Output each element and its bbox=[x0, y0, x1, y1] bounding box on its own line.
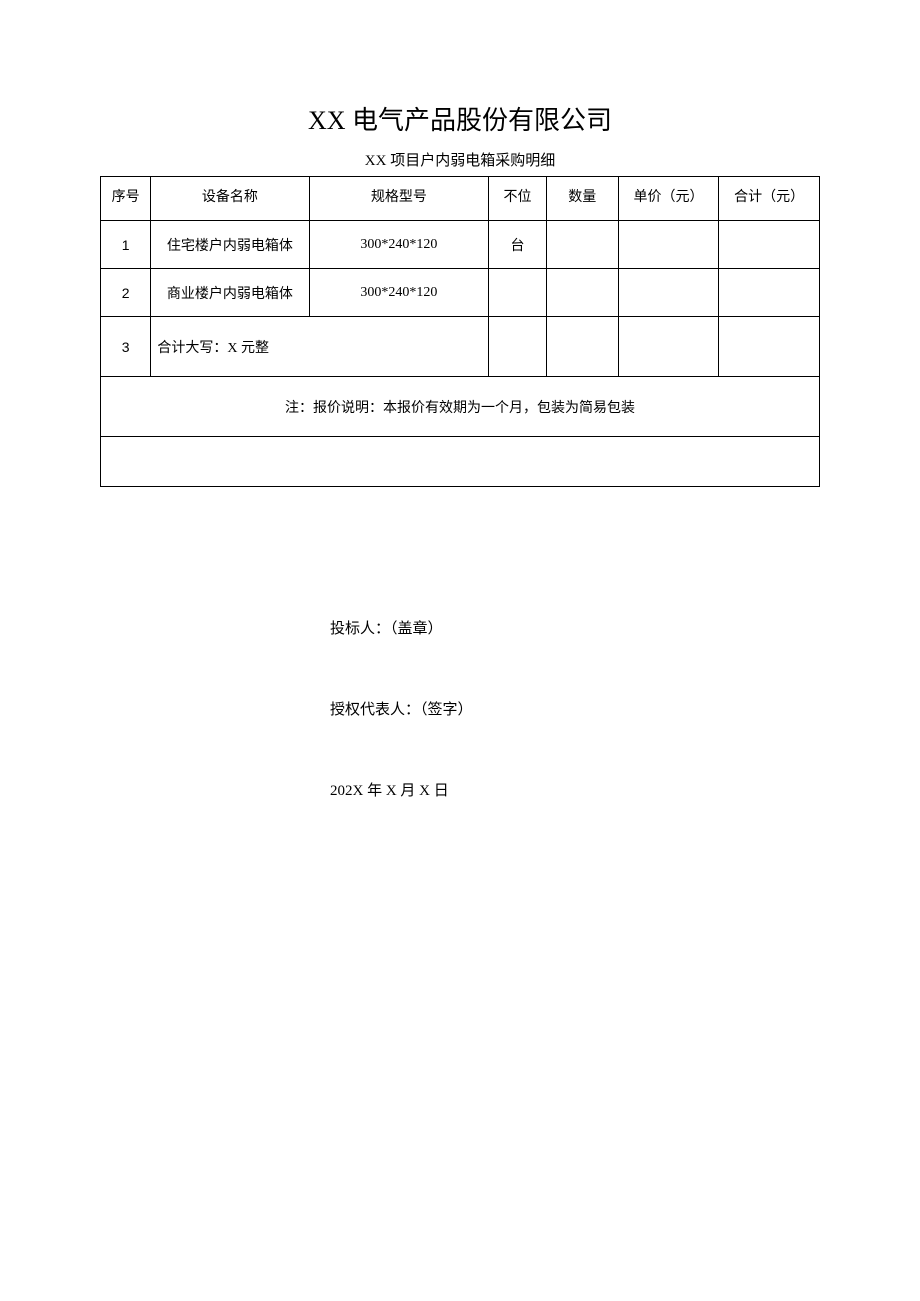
table-header-row: 序号 设备名称 规格型号 不位 数量 单价（元） 合计（元） bbox=[101, 177, 820, 221]
table-empty-row bbox=[101, 437, 820, 487]
cell-spec: 300*240*120 bbox=[309, 221, 489, 269]
cell-seq: 1 bbox=[101, 221, 151, 269]
cell-total bbox=[719, 221, 820, 269]
procurement-table: 序号 设备名称 规格型号 不位 数量 单价（元） 合计（元） 1 住宅楼户内弱电… bbox=[100, 176, 820, 487]
document-subtitle: XX 项目户内弱电箱采购明细 bbox=[100, 149, 820, 170]
note-text: 注：报价说明：本报价有效期为一个月，包装为简易包装 bbox=[101, 377, 820, 437]
summary-text: 合计大写：X 元整 bbox=[151, 317, 489, 377]
cell-name: 商业楼户内弱电箱体 bbox=[151, 269, 309, 317]
cell-seq: 2 bbox=[101, 269, 151, 317]
cell-qty bbox=[546, 269, 618, 317]
summary-qty bbox=[546, 317, 618, 377]
cell-price bbox=[618, 221, 719, 269]
table-note-row: 注：报价说明：本报价有效期为一个月，包装为简易包装 bbox=[101, 377, 820, 437]
cell-unit: 台 bbox=[489, 221, 547, 269]
table-row: 2 商业楼户内弱电箱体 300*240*120 bbox=[101, 269, 820, 317]
cell-price bbox=[618, 269, 719, 317]
cell-name: 住宅楼户内弱电箱体 bbox=[151, 221, 309, 269]
table-summary-row: 3 合计大写：X 元整 bbox=[101, 317, 820, 377]
empty-cell bbox=[101, 437, 820, 487]
summary-seq: 3 bbox=[101, 317, 151, 377]
summary-total bbox=[719, 317, 820, 377]
bidder-line: 投标人：（盖章） bbox=[330, 617, 820, 638]
header-name: 设备名称 bbox=[151, 177, 309, 221]
cell-qty bbox=[546, 221, 618, 269]
cell-spec: 300*240*120 bbox=[309, 269, 489, 317]
date-line: 202X 年 X 月 X 日 bbox=[330, 779, 820, 800]
cell-unit bbox=[489, 269, 547, 317]
representative-line: 授权代表人：（签字） bbox=[330, 698, 820, 719]
header-unit: 不位 bbox=[489, 177, 547, 221]
table-row: 1 住宅楼户内弱电箱体 300*240*120 台 bbox=[101, 221, 820, 269]
header-spec: 规格型号 bbox=[309, 177, 489, 221]
cell-total bbox=[719, 269, 820, 317]
signature-section: 投标人：（盖章） 授权代表人：（签字） 202X 年 X 月 X 日 bbox=[100, 617, 820, 800]
company-title: XX 电气产品股份有限公司 bbox=[100, 100, 820, 137]
summary-unit bbox=[489, 317, 547, 377]
summary-price bbox=[618, 317, 719, 377]
header-qty: 数量 bbox=[546, 177, 618, 221]
document-container: XX 电气产品股份有限公司 XX 项目户内弱电箱采购明细 序号 设备名称 规格型… bbox=[100, 100, 820, 800]
header-total: 合计（元） bbox=[719, 177, 820, 221]
header-seq: 序号 bbox=[101, 177, 151, 221]
header-price: 单价（元） bbox=[618, 177, 719, 221]
